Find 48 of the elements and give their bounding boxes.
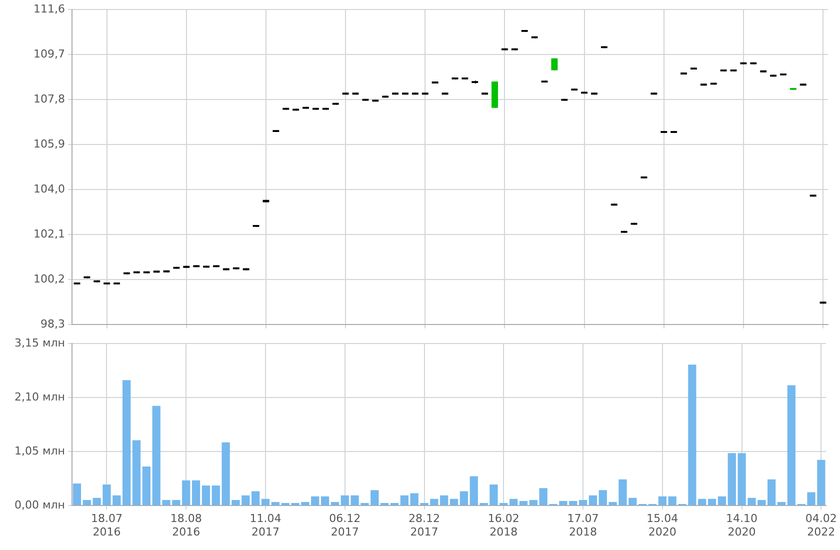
bar <box>271 502 280 506</box>
bar <box>718 496 726 506</box>
x-tick-label: 18.08 2016 <box>170 512 202 538</box>
x-tick-label: 14.10 2020 <box>726 512 758 538</box>
bar <box>698 498 706 506</box>
bar <box>252 491 260 506</box>
bar <box>122 380 131 506</box>
bar <box>400 495 408 506</box>
y-tick-label: 102,1 <box>34 227 65 240</box>
x-tick-label: 16.02 2018 <box>488 512 520 538</box>
y-tick-label: 100,2 <box>34 272 65 286</box>
bar <box>72 483 82 506</box>
x-tick-label: 04.02 2022 <box>805 512 837 538</box>
bar <box>767 479 776 506</box>
bar <box>658 496 666 506</box>
bar <box>320 496 330 506</box>
bar <box>202 486 210 506</box>
y-tick-label: 2,10 млн <box>14 390 65 404</box>
y-tick-label: 107,8 <box>34 92 65 106</box>
bar <box>708 498 716 506</box>
bar <box>261 498 270 506</box>
y-tick-label: 109,7 <box>34 47 65 60</box>
bar <box>142 466 150 506</box>
x-tick-label: 17.07 2018 <box>567 512 599 538</box>
bar <box>460 491 468 506</box>
bar <box>777 502 786 506</box>
y-tick-label: 0,00 млн <box>14 498 65 512</box>
bar <box>132 440 141 506</box>
x-tick-label: 06.12 2017 <box>329 512 361 538</box>
y-tick-label: 3,15 млн <box>14 336 65 350</box>
bar <box>192 480 200 506</box>
y-tick-label: 98,3 <box>40 317 65 330</box>
bar <box>330 502 340 506</box>
bar <box>529 500 538 506</box>
bar <box>519 500 528 506</box>
y-tick-label: 111,6 <box>34 2 65 16</box>
bar <box>588 495 598 506</box>
x-tick-label: 28.12 2017 <box>408 512 440 538</box>
y-tick-label: 104,0 <box>34 182 65 196</box>
x-tick-label: 18.07 2016 <box>90 512 122 538</box>
y-tick-label: 105,9 <box>34 137 65 150</box>
bar <box>450 498 458 506</box>
bar <box>578 500 588 506</box>
x-tick-label: 11.04 2017 <box>250 512 282 538</box>
bar <box>510 498 518 506</box>
bar <box>787 385 796 506</box>
x-tick-label: 15.04 2020 <box>646 512 678 538</box>
y-tick-label: 1,05 млн <box>14 444 65 458</box>
